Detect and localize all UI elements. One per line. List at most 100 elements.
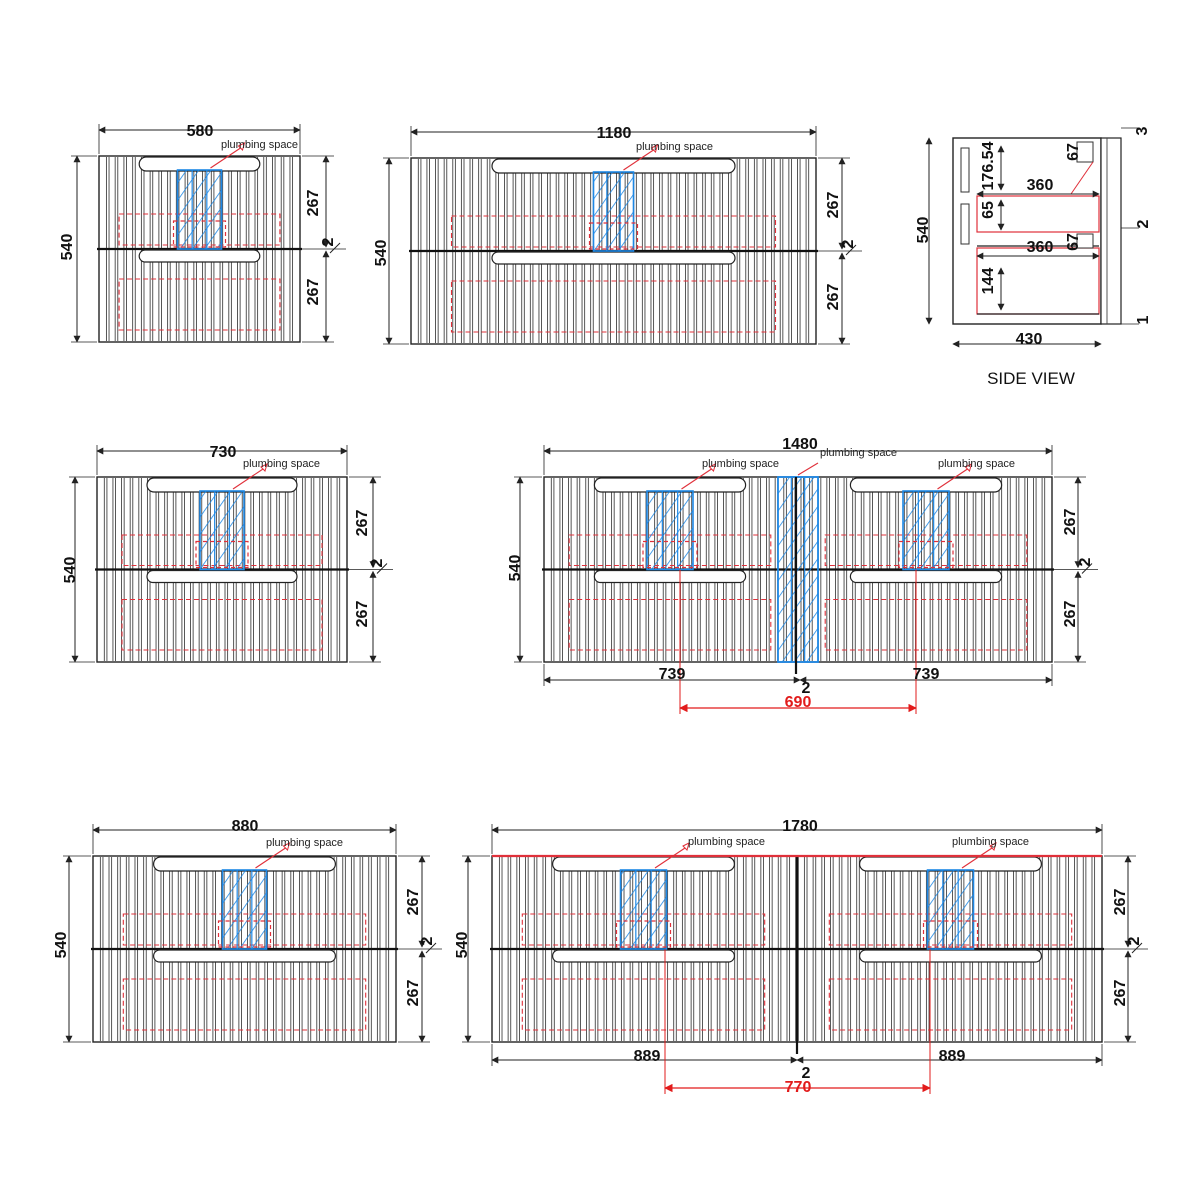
height-label-730: 540 xyxy=(62,557,79,584)
upper-drawer-label-580: 267 xyxy=(305,190,322,217)
plumbing-pointer-head xyxy=(282,842,291,851)
cabinet-580 xyxy=(97,142,302,343)
plumbing-label-1480-left: plumbing space xyxy=(702,458,779,470)
lower-drawer-hidden-outline xyxy=(121,598,323,651)
gap-leader-line xyxy=(376,563,388,574)
plumbing-label-880: plumbing space xyxy=(266,837,343,849)
top-handle-recess xyxy=(593,477,747,493)
view-1480: 1480 540 267 267 2 739 739 2 690 plumbin… xyxy=(507,436,1098,714)
side-view: 3 2 1 540 176.54 65 144 360 360 67 67 43… xyxy=(915,126,1152,388)
plumbing-cutout-outline xyxy=(217,920,272,948)
side-height-label: 540 xyxy=(915,217,932,244)
gap-label-880: 2 xyxy=(419,936,436,945)
lower-drawer-hidden-outline xyxy=(122,978,367,1031)
lower-handle-recess xyxy=(551,949,735,963)
gap-label-1480: 2 xyxy=(1077,557,1094,566)
plumbing-label-580: plumbing space xyxy=(221,139,298,151)
plumbing-pointer xyxy=(797,462,819,476)
width-label-1480: 1480 xyxy=(782,436,818,453)
plumbing-label-1180: plumbing space xyxy=(636,141,713,153)
top-handle-recess xyxy=(551,856,735,872)
lower-drawer-label-880: 267 xyxy=(405,980,422,1007)
upper-drawer-label-1480: 267 xyxy=(1062,509,1079,536)
side-mid-gap-label: 2 xyxy=(1135,219,1152,228)
gap-leader-line xyxy=(329,242,341,254)
side-handle-mid xyxy=(1076,233,1094,249)
height-label-580: 540 xyxy=(59,234,76,261)
dimension-lines-1480 xyxy=(514,445,1098,714)
plumbing-space-zone xyxy=(199,490,245,571)
width-label-880: 880 xyxy=(232,818,259,835)
top-handle-recess xyxy=(146,477,298,493)
plumbing-pointer-head xyxy=(237,142,246,151)
lower-drawer-label-1780: 267 xyxy=(1112,980,1129,1007)
gap-label-580: 2 xyxy=(320,237,337,246)
lower-drawer-label-1180: 267 xyxy=(825,284,842,311)
width-label-580: 580 xyxy=(187,123,214,140)
gap-leader-line xyxy=(1131,942,1143,954)
lower-drawer-hidden-outline xyxy=(450,280,777,333)
plumbing-space-zone xyxy=(221,869,268,950)
dimension-lines-1180 xyxy=(383,126,862,345)
cabinet-730 xyxy=(95,463,349,663)
upper-drawer-label-880: 267 xyxy=(405,889,422,916)
view-1180: 1180 540 267 267 2 plumbing space xyxy=(373,125,862,345)
lower-handle-recess xyxy=(146,569,298,584)
drawer-runner xyxy=(960,203,970,245)
lower-drawer-hidden-outline xyxy=(828,978,1073,1031)
lower-handle-recess xyxy=(858,949,1042,963)
side-front-panel xyxy=(1100,137,1122,325)
width-label-730: 730 xyxy=(210,444,237,461)
width-label-1780: 1780 xyxy=(782,818,818,835)
top-handle-recess xyxy=(858,856,1042,872)
gap-label-730: 2 xyxy=(369,558,386,567)
plumbing-pointer-head xyxy=(989,842,997,851)
side-depth-label: 430 xyxy=(1016,331,1043,348)
side-leader-line xyxy=(1070,161,1094,195)
dimension-lines-580 xyxy=(71,124,346,343)
cabinet-1480 xyxy=(542,462,1054,674)
lower-drawer-label-580: 267 xyxy=(305,279,322,306)
cabinet-1180 xyxy=(409,144,818,345)
height-label-1180: 540 xyxy=(373,240,390,267)
pipe-distance-label-1780: 770 xyxy=(785,1079,812,1096)
plumbing-pointer-head xyxy=(964,463,973,472)
pipe-distance-label-1480: 690 xyxy=(785,694,812,711)
plumbing-pointer xyxy=(210,147,241,169)
plumbing-label-1780-right: plumbing space xyxy=(952,836,1029,848)
center-gap-label-1780: 2 xyxy=(802,1065,811,1082)
plumbing-space-zone xyxy=(619,869,668,950)
height-label-1480: 540 xyxy=(507,555,524,582)
side-handle-top xyxy=(1076,141,1094,163)
top-handle-recess xyxy=(491,158,736,174)
upper-drawer-label-1780: 267 xyxy=(1112,889,1129,916)
plumbing-pointer xyxy=(255,847,286,869)
side-view-title: SIDE VIEW xyxy=(987,369,1075,388)
center-gap-label-1480: 2 xyxy=(802,680,811,697)
gap-label-1780: 2 xyxy=(1126,936,1143,945)
plumbing-cutout-outline xyxy=(922,920,979,948)
side-geometry xyxy=(925,127,1139,348)
dimension-lines-880 xyxy=(63,824,442,1043)
plumbing-label-1780-left: plumbing space xyxy=(688,836,765,848)
side-s2-label: 67 xyxy=(1065,233,1082,251)
top-handle-recess xyxy=(138,156,261,172)
side-h3-label: 144 xyxy=(980,268,997,295)
plumbing-label-730: plumbing space xyxy=(243,458,320,470)
lower-drawer-hidden-outline xyxy=(568,598,772,651)
side-h2-label: 65 xyxy=(980,201,997,219)
drawer-runner xyxy=(960,147,970,193)
height-label-880: 540 xyxy=(53,932,70,959)
lower-drawer-label-1480: 267 xyxy=(1062,601,1079,628)
upper-drawer-label-1180: 267 xyxy=(825,192,842,219)
left-width-label-1480: 739 xyxy=(659,666,686,683)
center-plumbing-zone xyxy=(777,476,819,663)
plumbing-pointer xyxy=(232,468,264,490)
plumbing-pointer xyxy=(961,847,993,869)
side-bottom-gap-label: 1 xyxy=(1135,315,1152,324)
lower-drawer-hidden-outline xyxy=(521,978,766,1031)
plumbing-cutout-outline xyxy=(615,920,672,948)
plumbing-space-zone xyxy=(926,869,975,950)
plumbing-space-zone xyxy=(902,490,950,571)
